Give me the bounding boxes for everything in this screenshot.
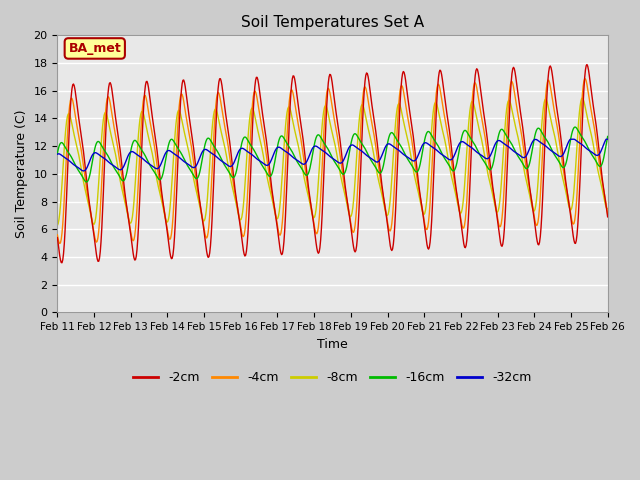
Y-axis label: Soil Temperature (C): Soil Temperature (C) bbox=[15, 109, 28, 238]
Text: BA_met: BA_met bbox=[68, 42, 121, 55]
Legend: -2cm, -4cm, -8cm, -16cm, -32cm: -2cm, -4cm, -8cm, -16cm, -32cm bbox=[129, 366, 537, 389]
X-axis label: Time: Time bbox=[317, 337, 348, 351]
Title: Soil Temperatures Set A: Soil Temperatures Set A bbox=[241, 15, 424, 30]
